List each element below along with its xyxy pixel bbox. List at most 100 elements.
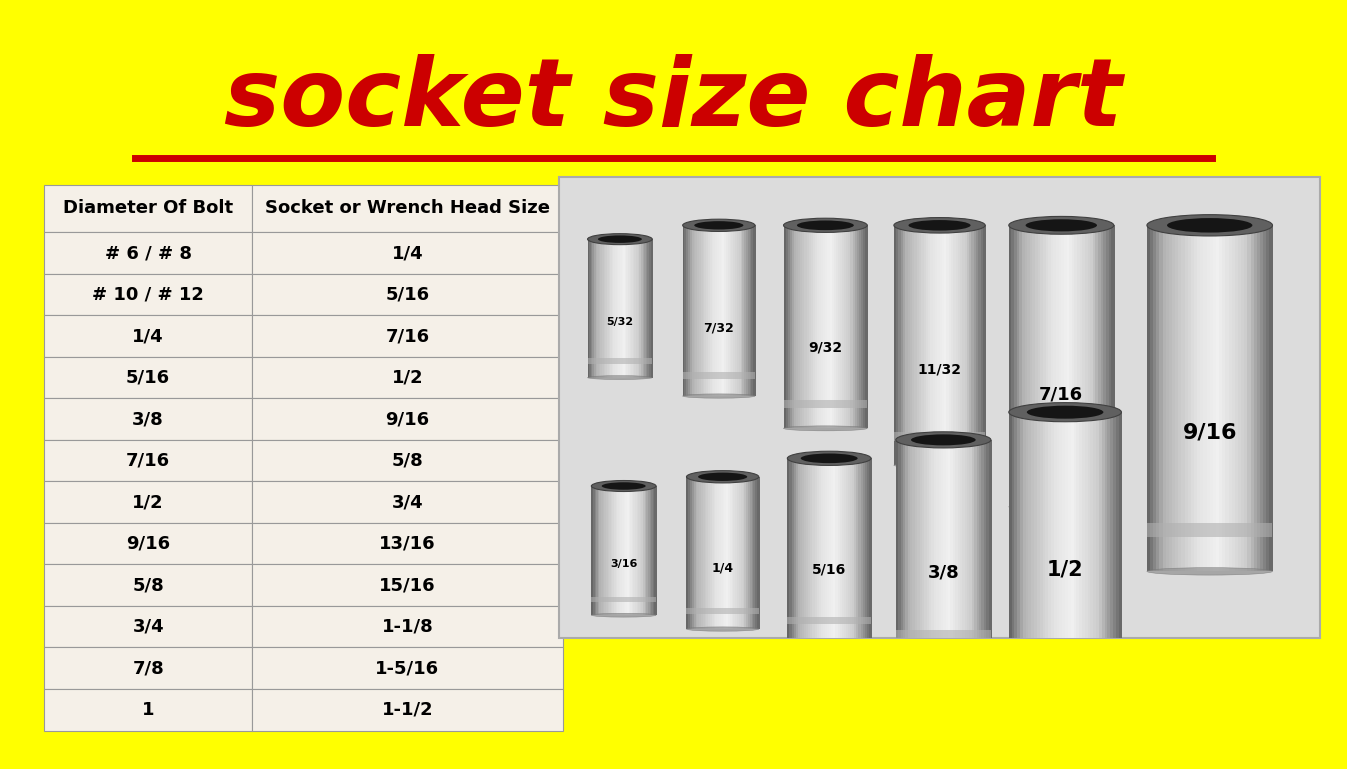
Bar <box>717 477 719 629</box>
Bar <box>634 239 637 378</box>
FancyBboxPatch shape <box>252 647 563 689</box>
Bar <box>1263 225 1268 571</box>
Bar <box>1020 412 1024 675</box>
Bar <box>928 225 931 465</box>
Bar <box>624 486 626 615</box>
Bar <box>1115 412 1119 675</box>
Bar <box>610 486 613 615</box>
Bar <box>808 458 811 643</box>
Bar <box>896 631 991 639</box>
Bar <box>756 477 758 629</box>
Bar <box>618 239 621 378</box>
Bar <box>967 440 970 661</box>
Bar <box>721 477 723 629</box>
Bar <box>967 225 970 465</box>
Bar <box>842 225 845 428</box>
Bar <box>1022 225 1025 507</box>
Bar <box>614 486 617 615</box>
Bar <box>960 440 963 661</box>
Bar <box>1043 225 1047 507</box>
Text: 5/16: 5/16 <box>385 285 430 304</box>
Bar <box>692 225 694 396</box>
FancyBboxPatch shape <box>252 481 563 523</box>
Ellipse shape <box>1009 504 1114 510</box>
Bar <box>938 225 940 465</box>
Bar <box>606 486 609 615</box>
Bar <box>648 486 651 615</box>
Text: Diameter Of Bolt: Diameter Of Bolt <box>63 199 233 218</box>
Bar <box>944 225 947 465</box>
FancyBboxPatch shape <box>44 606 252 647</box>
Bar <box>939 440 942 661</box>
Bar <box>924 225 927 465</box>
Bar <box>1040 225 1044 507</box>
Bar <box>626 486 629 615</box>
Bar <box>741 225 744 396</box>
Text: # 10 / # 12: # 10 / # 12 <box>92 285 205 304</box>
Ellipse shape <box>1025 219 1096 231</box>
Bar <box>1096 412 1099 675</box>
Bar <box>912 440 916 661</box>
Bar <box>727 225 730 396</box>
Bar <box>831 458 834 643</box>
Bar <box>1034 412 1037 675</box>
Ellipse shape <box>687 471 758 483</box>
Bar <box>730 477 733 629</box>
Bar <box>819 225 822 428</box>
Text: 3/4: 3/4 <box>392 493 423 511</box>
Bar <box>1030 225 1033 507</box>
Bar <box>1266 225 1270 571</box>
Bar <box>915 225 917 465</box>
Bar <box>587 239 590 378</box>
Bar <box>815 225 818 428</box>
Bar <box>788 225 791 428</box>
Bar <box>1043 412 1047 675</box>
Bar <box>818 225 820 428</box>
Bar <box>634 486 637 615</box>
Bar <box>862 458 866 643</box>
Bar <box>924 440 928 661</box>
Bar <box>894 431 985 441</box>
Bar <box>1045 412 1049 675</box>
Bar <box>746 477 749 629</box>
Bar <box>819 458 822 643</box>
Bar <box>1197 225 1202 571</box>
Bar <box>726 225 729 396</box>
Bar <box>1051 412 1055 675</box>
Bar <box>835 458 838 643</box>
Ellipse shape <box>694 221 744 229</box>
Bar <box>1110 412 1114 675</box>
Bar <box>1250 225 1254 571</box>
Bar <box>1048 412 1052 675</box>
Bar <box>823 458 826 643</box>
Bar <box>709 225 711 396</box>
Bar <box>836 225 839 428</box>
Ellipse shape <box>787 451 872 465</box>
Text: 3/16: 3/16 <box>610 558 637 568</box>
Bar <box>1009 638 1122 649</box>
Bar <box>644 239 647 378</box>
Bar <box>703 225 704 396</box>
Bar <box>1118 412 1122 675</box>
Bar <box>834 225 836 428</box>
Text: 1-1/2: 1-1/2 <box>381 701 434 719</box>
Bar <box>865 458 867 643</box>
Bar <box>703 477 706 629</box>
Bar <box>1235 225 1239 571</box>
Bar <box>905 440 908 661</box>
Bar <box>613 486 614 615</box>
Bar <box>731 225 734 396</box>
Bar <box>838 225 841 428</box>
FancyBboxPatch shape <box>44 185 252 232</box>
Bar <box>1169 225 1173 571</box>
Bar <box>1063 412 1065 675</box>
Bar <box>711 477 714 629</box>
FancyBboxPatch shape <box>44 647 252 689</box>
Bar <box>735 225 738 396</box>
Bar <box>1103 225 1107 507</box>
Bar <box>830 225 832 428</box>
Bar <box>695 225 698 396</box>
Bar <box>1259 225 1263 571</box>
Bar <box>796 458 799 643</box>
Bar <box>598 486 601 615</box>
